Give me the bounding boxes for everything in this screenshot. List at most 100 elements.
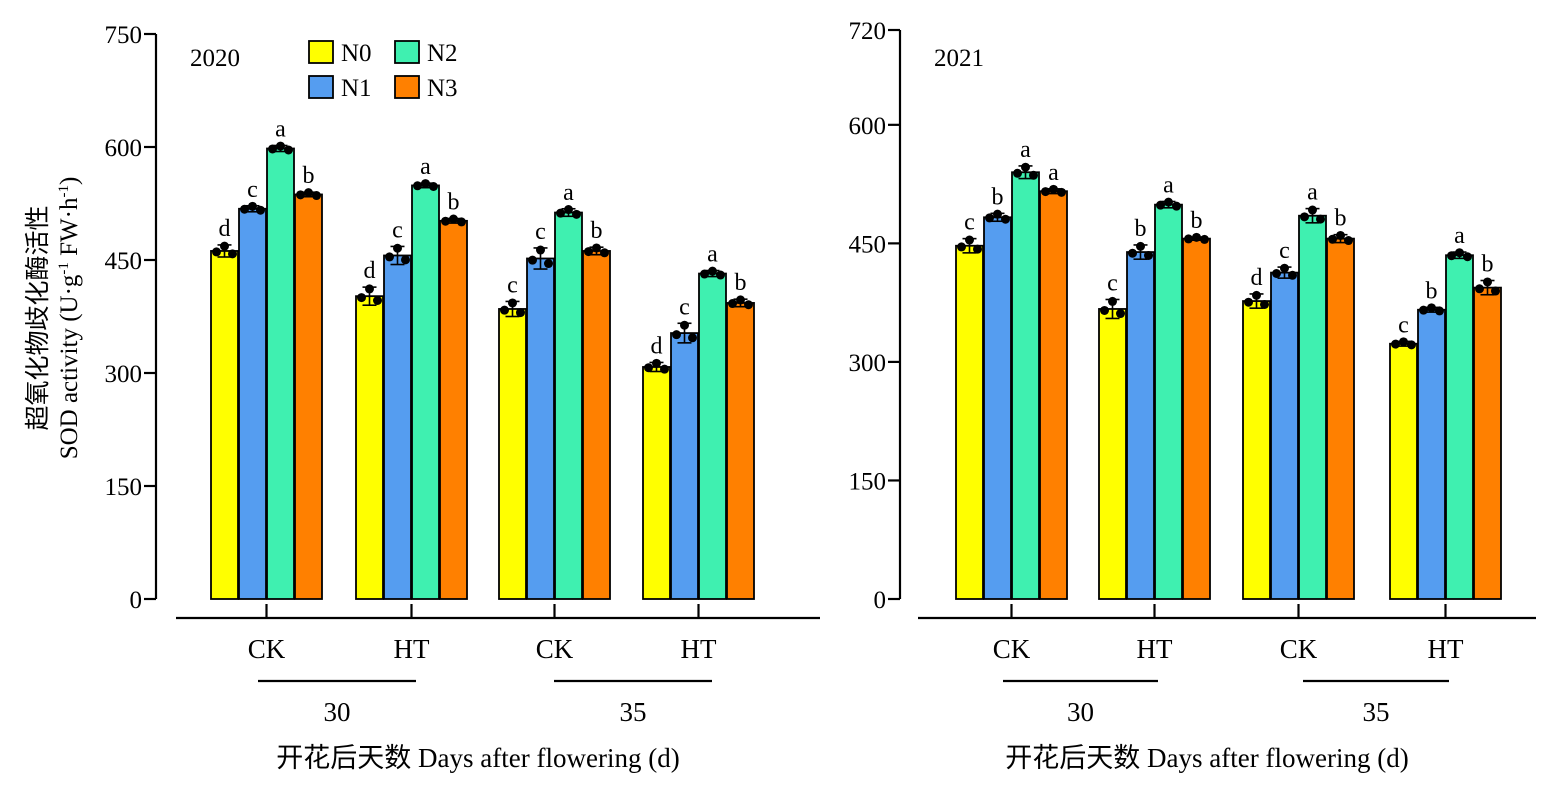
replicate-point: [1427, 303, 1436, 313]
bar-n3: [1182, 237, 1211, 600]
replicate-point: [1399, 337, 1408, 347]
replicate-point: [973, 244, 982, 254]
replicate-point: [1308, 205, 1317, 215]
replicate-point: [1100, 305, 1109, 315]
x-tick-label: HT: [1428, 634, 1464, 664]
legend: N0 N2 N1 N3: [308, 40, 458, 102]
replicate-point: [457, 217, 466, 227]
replicate-point: [268, 144, 277, 154]
replicate-point: [1419, 305, 1428, 315]
replicate-point: [1136, 241, 1145, 251]
replicate-point: [716, 270, 725, 280]
replicate-point: [1316, 214, 1325, 224]
replicate-point: [284, 145, 293, 155]
bar-n3: [726, 302, 755, 600]
significance-letter: d: [651, 333, 663, 359]
replicate-point: [536, 245, 545, 255]
x-tick-label: HT: [394, 634, 430, 664]
bar-n2: [1011, 171, 1040, 600]
chart-panel-2021: 0150300450600720cbaaCKcbabHTdcabCKcbabHT…: [849, 18, 1536, 773]
replicate-point: [212, 247, 221, 257]
bar-n1: [383, 254, 412, 600]
replicate-point: [296, 190, 305, 200]
replicate-point: [1013, 168, 1022, 178]
replicate-point: [1391, 339, 1400, 349]
replicate-point: [644, 363, 653, 373]
replicate-point: [1164, 197, 1173, 207]
replicate-point: [385, 252, 394, 262]
replicate-point: [564, 205, 573, 215]
replicate-point: [508, 298, 517, 308]
significance-letter: a: [1454, 223, 1465, 249]
bar-n2: [698, 272, 727, 600]
bar-n2: [1154, 203, 1183, 600]
significance-letter: c: [679, 294, 690, 320]
bar-n2: [411, 184, 440, 600]
replicate-point: [985, 213, 994, 223]
x-tick-label: HT: [1137, 634, 1173, 664]
replicate-point: [240, 204, 249, 214]
replicate-point: [652, 358, 661, 368]
significance-letter: c: [1279, 238, 1290, 264]
replicate-point: [393, 243, 402, 253]
replicate-point: [373, 295, 382, 305]
replicate-point: [1116, 309, 1125, 319]
replicate-point: [584, 247, 593, 257]
significance-letter: c: [1398, 312, 1409, 338]
replicate-point: [1244, 297, 1253, 307]
significance-letter: b: [1335, 206, 1347, 232]
replicate-point: [688, 333, 697, 343]
bar-n3: [582, 250, 611, 600]
replicate-point: [592, 243, 601, 253]
legend-swatch-n3: [394, 75, 420, 99]
bar-n0: [1242, 300, 1271, 600]
legend-swatch-n1: [308, 75, 334, 99]
bar-n2: [554, 211, 583, 600]
replicate-point: [1192, 232, 1201, 242]
y-tick-label: 300: [105, 361, 143, 388]
bar-n1: [1270, 271, 1299, 600]
significance-letter: c: [247, 177, 258, 203]
bar-n0: [210, 250, 239, 600]
legend-label-n1: N1: [341, 75, 372, 102]
replicate-point: [500, 305, 509, 315]
replicate-point: [1108, 296, 1117, 306]
bar-n0: [955, 244, 984, 600]
replicate-point: [700, 269, 709, 279]
significance-letter: b: [303, 163, 315, 189]
replicate-point: [1252, 290, 1261, 300]
bar-n0: [1098, 308, 1127, 600]
replicate-point: [744, 300, 753, 310]
replicate-point: [660, 364, 669, 374]
replicate-point: [1021, 162, 1030, 172]
replicate-point: [1001, 214, 1010, 224]
bar-n0: [498, 308, 527, 600]
significance-letter: a: [275, 116, 286, 142]
replicate-point: [572, 209, 581, 219]
significance-letter: b: [448, 190, 460, 216]
significance-letter: b: [1482, 252, 1494, 278]
replicate-point: [556, 208, 565, 218]
replicate-point: [544, 259, 553, 269]
significance-letter: a: [420, 154, 431, 180]
significance-letter: a: [1048, 160, 1059, 186]
significance-letter: c: [507, 272, 518, 298]
bar-n1: [526, 257, 555, 600]
bar-n3: [1039, 190, 1068, 600]
replicate-point: [1260, 299, 1269, 309]
y-tick-label: 450: [105, 248, 143, 275]
replicate-point: [600, 248, 609, 258]
replicate-point: [421, 179, 430, 189]
replicate-point: [1049, 184, 1058, 194]
significance-letter: b: [735, 270, 747, 296]
bar-n2: [1298, 214, 1327, 600]
bar-n1: [983, 216, 1012, 600]
replicate-point: [1200, 234, 1209, 244]
replicate-point: [276, 141, 285, 151]
significance-letter: d: [364, 258, 376, 284]
x-tick-label: CK: [1280, 634, 1318, 664]
significance-letter: b: [1191, 208, 1203, 234]
legend-label-n3: N3: [427, 75, 458, 102]
x-tick-label: CK: [536, 634, 574, 664]
